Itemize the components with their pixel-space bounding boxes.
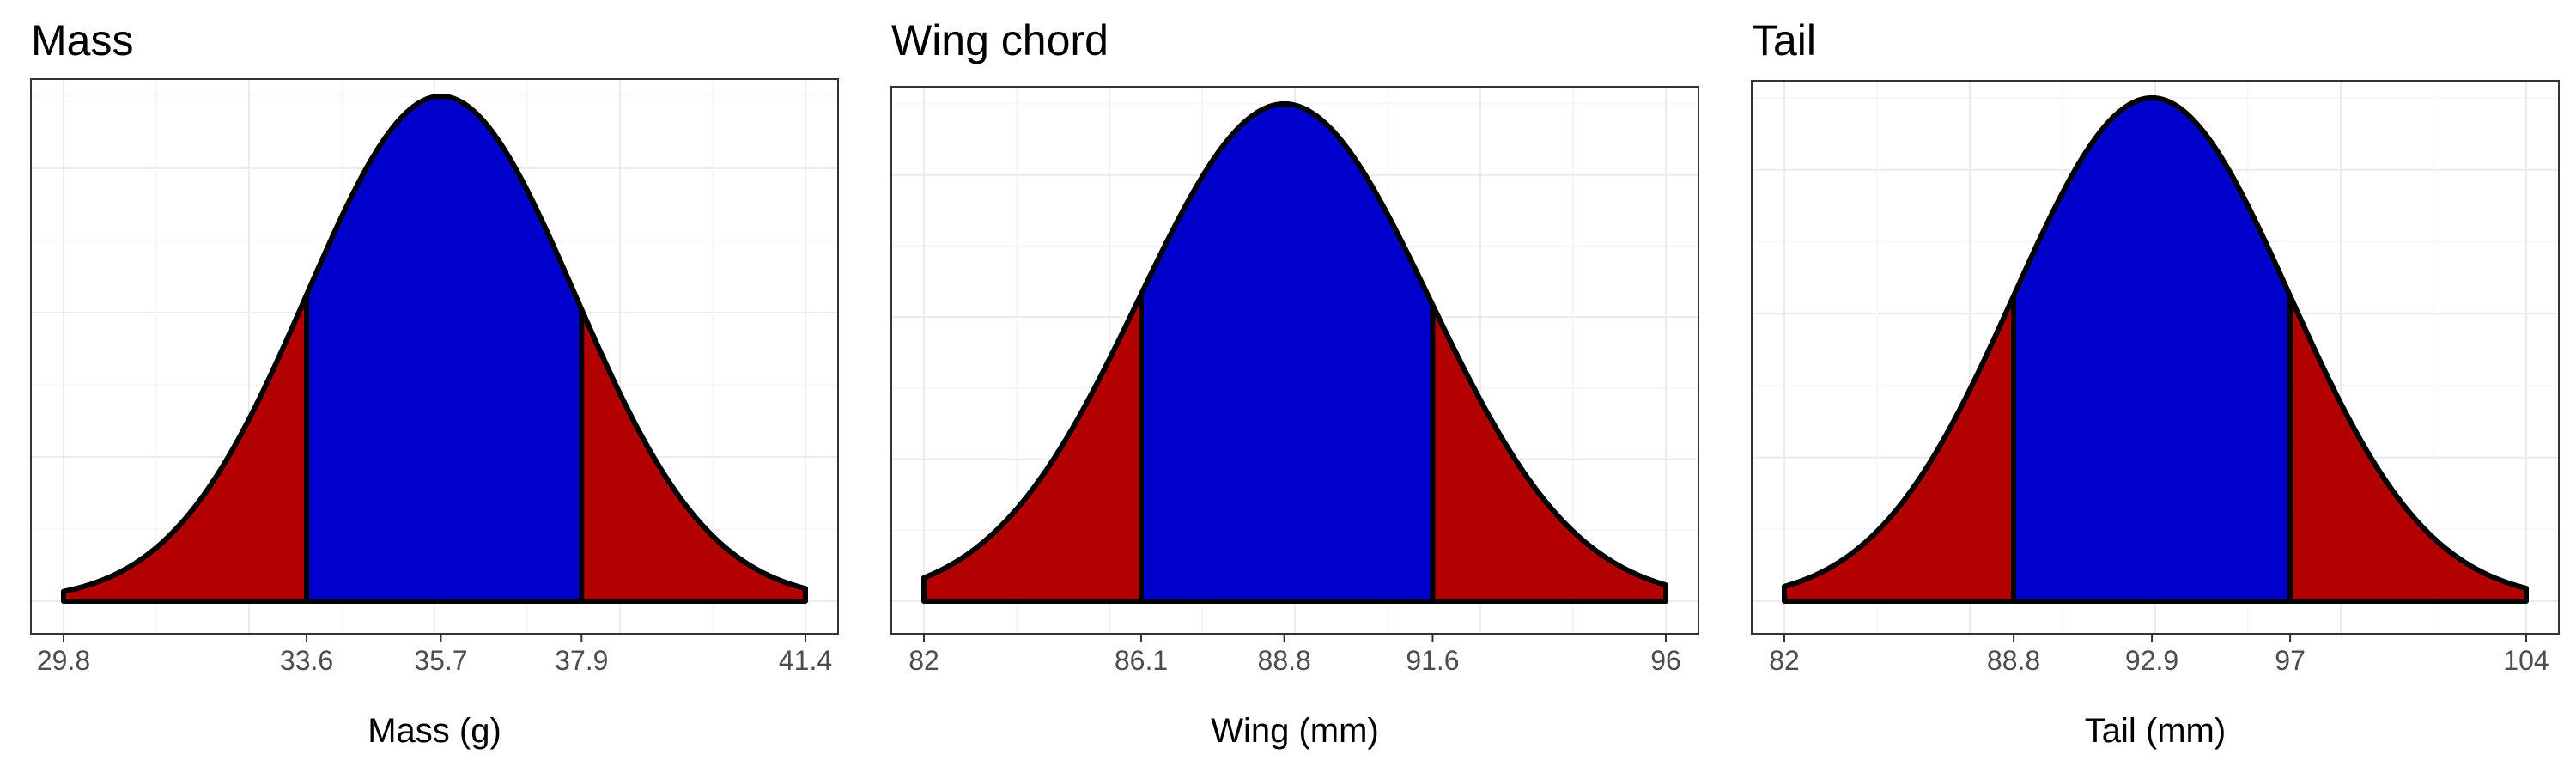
panel-tail: Tail 82 88.8 92.9 97 104 Tail (mm): [1751, 16, 2560, 750]
panel-border: [30, 78, 839, 635]
x-axis-title: Tail (mm): [2085, 712, 2226, 750]
tail-region: [61, 292, 310, 604]
tail-region: [1782, 293, 2017, 604]
tail-region: [579, 307, 808, 604]
central-region: [1139, 101, 1436, 604]
x-ticks: 29.8 33.6 35.7 37.9 41.4: [37, 634, 832, 676]
panel-title: Tail: [1752, 16, 1816, 64]
x-tick-label: 92.9: [2125, 645, 2178, 676]
density-curve: [63, 94, 806, 594]
x-tick-label: 97: [2275, 645, 2306, 676]
x-tick-label: 82: [908, 645, 939, 676]
panel-border: [1751, 80, 2560, 635]
x-ticks: 82 88.8 92.9 97 104: [1769, 634, 2549, 676]
density-areas: [61, 94, 808, 604]
x-tick-label: 37.9: [555, 645, 608, 676]
x-tick-label: 41.4: [779, 645, 832, 676]
x-tick-label: 91.6: [1406, 645, 1459, 676]
central-region: [2011, 95, 2293, 604]
x-tick-label: 29.8: [37, 645, 90, 676]
central-region: [304, 94, 585, 604]
tail-region: [2287, 293, 2529, 604]
density-areas: [1782, 94, 2529, 604]
x-axis-title: Mass (g): [368, 712, 501, 750]
x-tick-label: 104: [2503, 645, 2549, 676]
panel-title: Wing chord: [891, 16, 1109, 64]
x-tick-label: 88.8: [1987, 645, 2040, 676]
density-curve: [1783, 94, 2527, 591]
panel-mass: Mass 29.8 33.6 35.7 37.9 41.4 Mass (g): [30, 16, 839, 750]
x-tick-label: 86.1: [1115, 645, 1168, 676]
x-tick-label: 82: [1769, 645, 1800, 676]
density-areas: [921, 100, 1668, 604]
x-tick-label: 33.6: [280, 645, 333, 676]
panel-wing-chord: Wing chord 82 86.1 88.8 91.6 96 Wing (mm): [890, 16, 1699, 750]
x-tick-label: 96: [1650, 645, 1681, 676]
x-ticks: 82 86.1 88.8 91.6 96: [908, 634, 1681, 676]
density-curve: [922, 100, 1667, 588]
panel-title: Mass: [31, 16, 133, 64]
x-tick-label: 88.8: [1258, 645, 1311, 676]
panel-border: [890, 86, 1699, 635]
x-tick-label: 35.7: [414, 645, 467, 676]
x-axis-title: Wing (mm): [1211, 712, 1379, 750]
tail-region: [1430, 302, 1668, 604]
